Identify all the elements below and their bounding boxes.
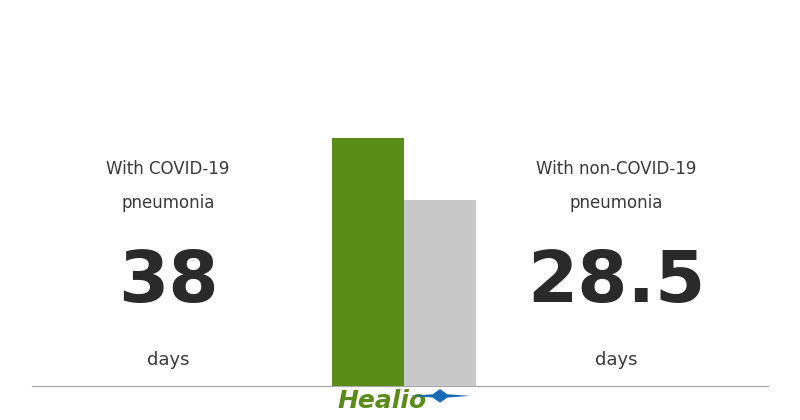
Polygon shape: [410, 389, 470, 403]
Text: With COVID-19: With COVID-19: [106, 160, 230, 178]
Text: days: days: [146, 351, 190, 369]
Bar: [332, 138, 404, 386]
Text: With non-COVID-19: With non-COVID-19: [536, 160, 696, 178]
Text: Average length of stay among patients who underwent ECMO:: Average length of stay among patients wh…: [46, 28, 754, 47]
Text: days: days: [594, 351, 638, 369]
Text: pneumonia: pneumonia: [570, 194, 662, 212]
Text: 28.5: 28.5: [527, 248, 705, 317]
Bar: [404, 200, 476, 386]
Text: 38: 38: [118, 248, 218, 317]
Text: pneumonia: pneumonia: [122, 194, 214, 212]
Text: Healio: Healio: [338, 389, 427, 413]
